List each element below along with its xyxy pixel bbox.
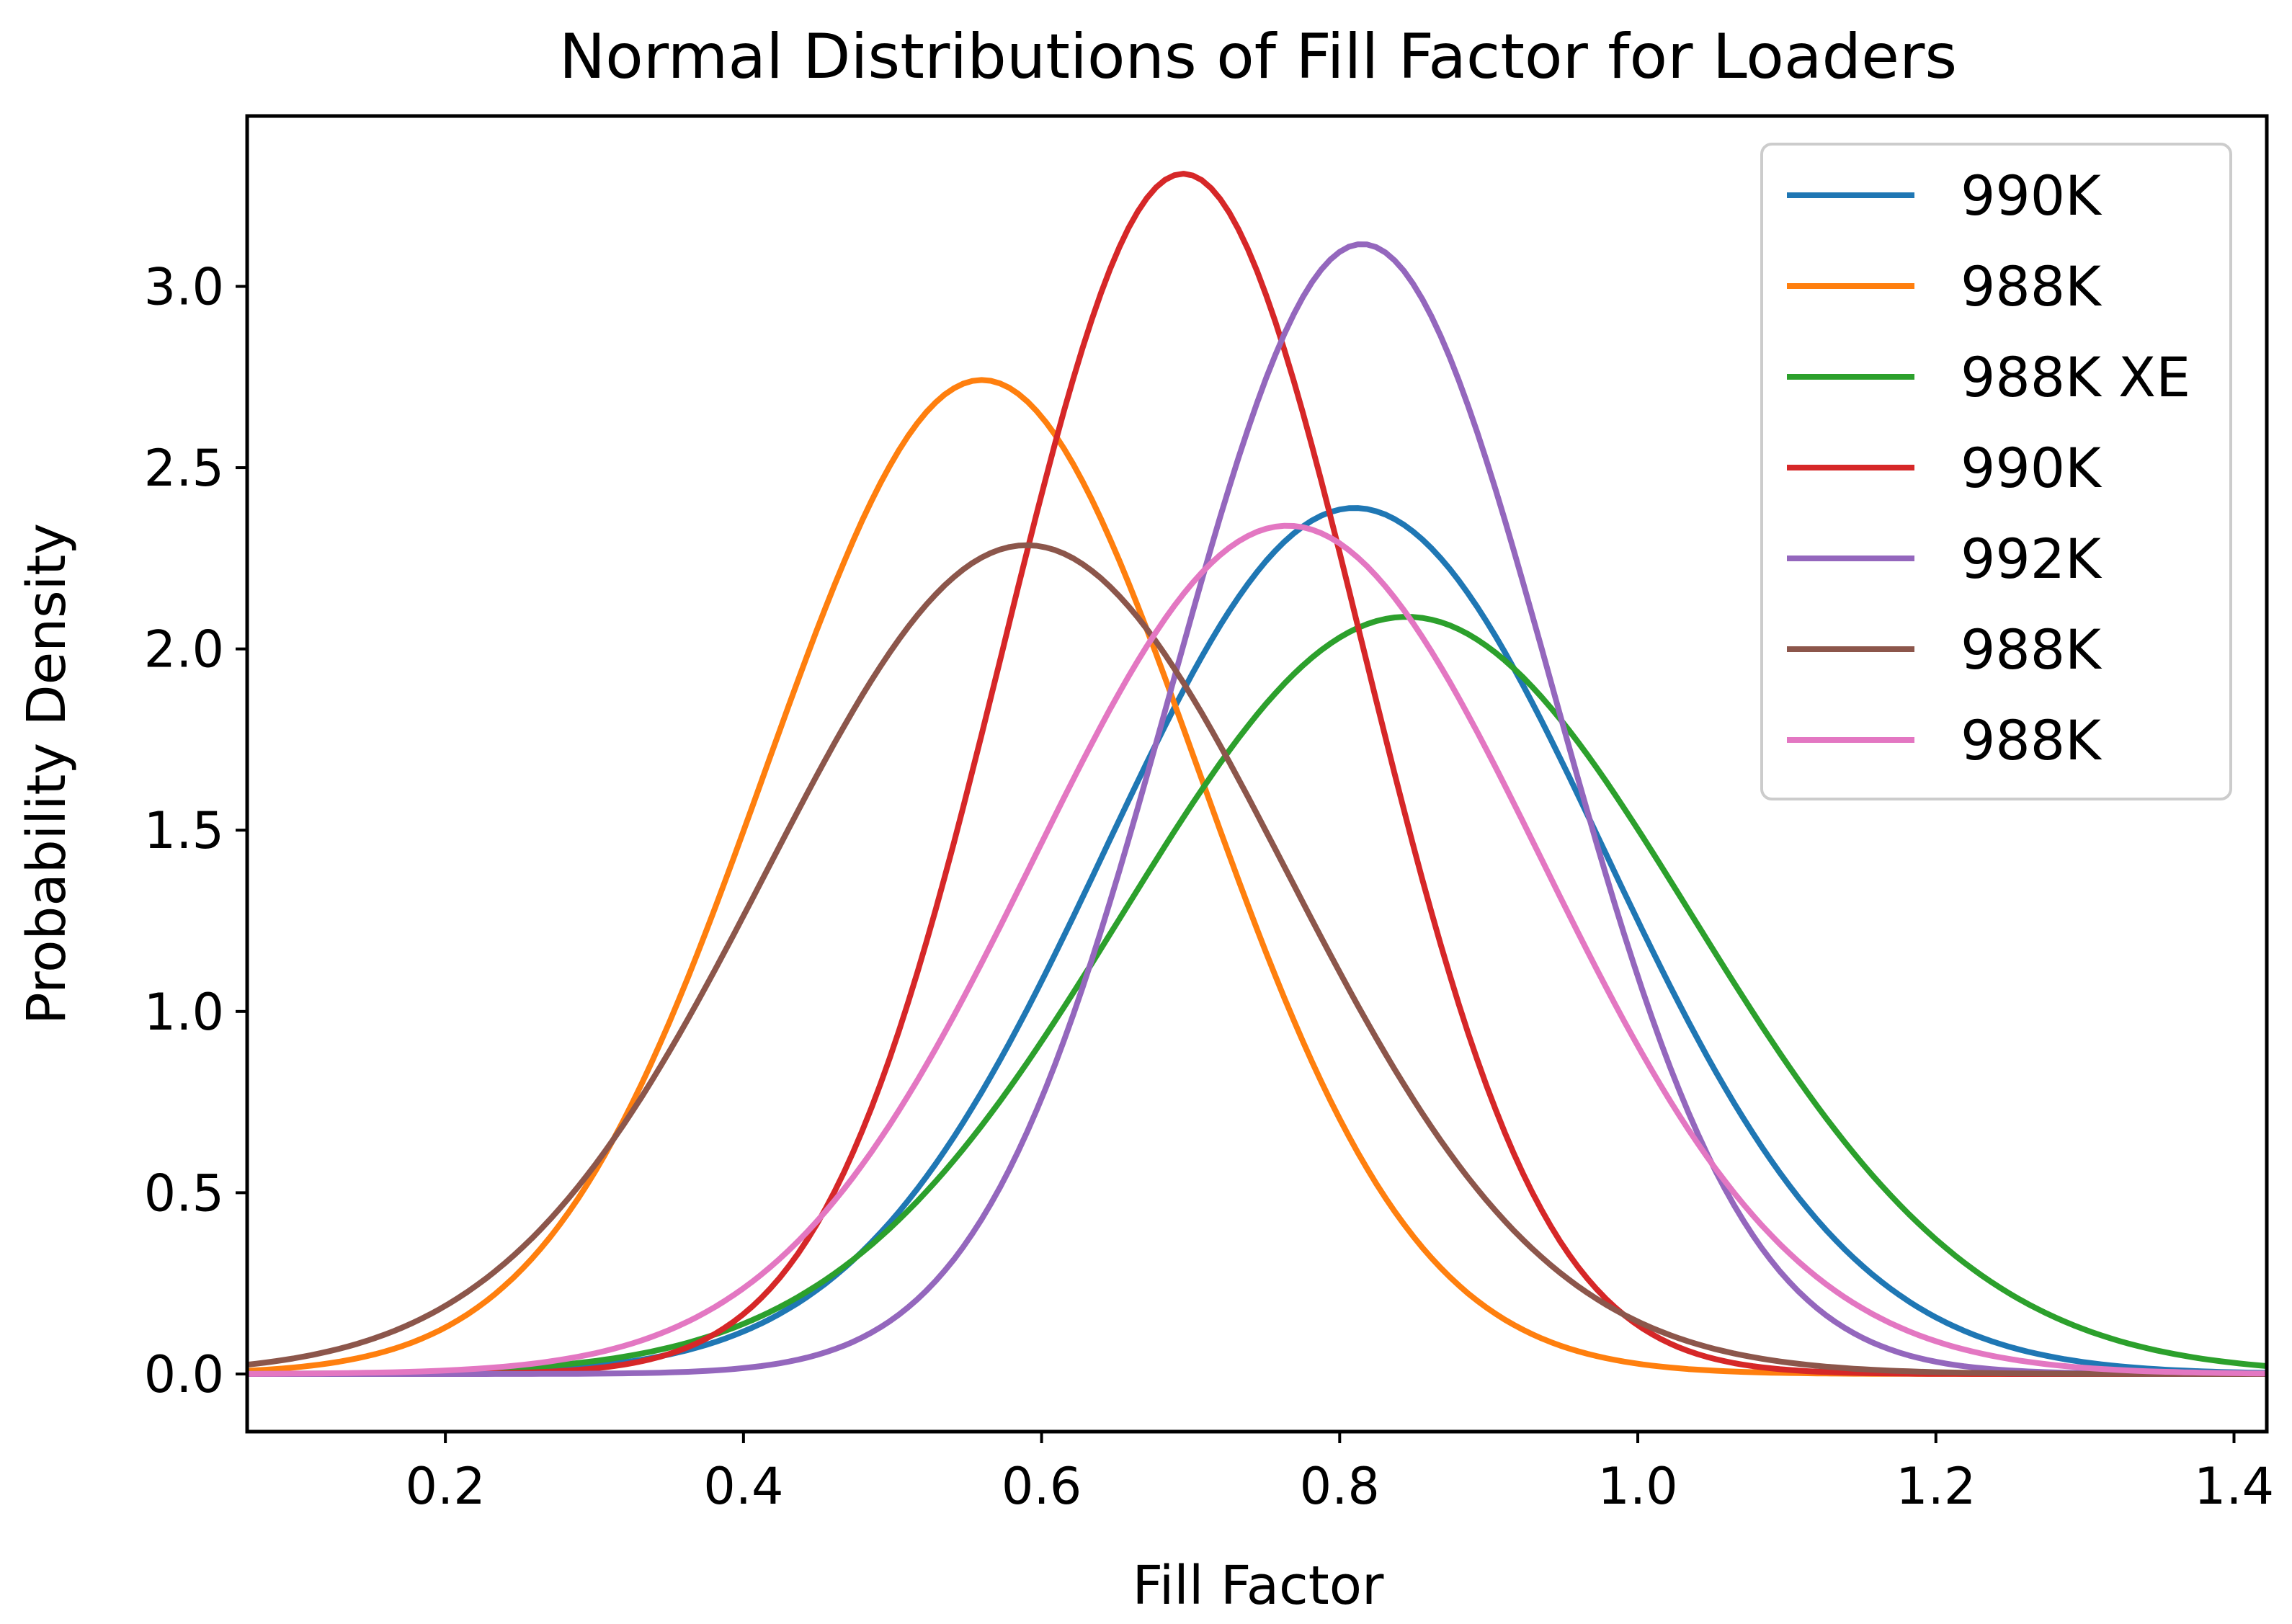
legend-label-3: 988K XE: [1961, 345, 2190, 409]
y-tick-label: 2.5: [144, 439, 224, 498]
series-line-7: [247, 522, 2267, 1377]
legend-label-5: 992K: [1961, 527, 2103, 591]
series-line-6: [247, 542, 2267, 1377]
legend-label-7: 988K: [1961, 708, 2103, 772]
x-tick-label: 0.8: [1300, 1457, 1380, 1516]
y-tick-label: 0.0: [144, 1345, 224, 1404]
x-axis-label: Fill Factor: [1133, 1555, 1384, 1617]
x-tick-label: 1.2: [1896, 1457, 1976, 1516]
y-tick-label: 3.0: [144, 257, 224, 316]
x-tick-label: 1.0: [1597, 1457, 1677, 1516]
y-tick-label: 0.5: [144, 1164, 224, 1223]
x-tick-label: 0.2: [405, 1457, 485, 1516]
axes-frame: [245, 114, 2269, 1434]
y-tick-label: 2.0: [144, 620, 224, 679]
series-line-3: [247, 614, 2267, 1377]
x-tick-label: 1.4: [2194, 1457, 2274, 1516]
legend: 990K 988K 988K XE 990K 992K 988K 988K: [1760, 143, 2232, 800]
series-layer: [247, 171, 2267, 1377]
x-tick-label: 0.4: [703, 1457, 783, 1516]
y-axis-ticks: 0.0 0.5 1.0 1.5 2.0 2.5 3.0: [144, 257, 247, 1404]
series-line-5: [247, 241, 2267, 1377]
legend-items: 990K 988K 988K XE 990K 992K 988K 988K: [1787, 164, 2190, 772]
x-axis-ticks: 0.2 0.4 0.6 0.8 1.0 1.2 1.4: [405, 1432, 2274, 1516]
legend-label-1: 990K: [1961, 164, 2103, 228]
legend-label-2: 988K: [1961, 254, 2103, 318]
x-tick-label: 0.6: [1002, 1457, 1082, 1516]
legend-label-6: 988K: [1961, 617, 2103, 682]
y-tick-label: 1.5: [144, 801, 224, 860]
y-axis-label: Probability Density: [16, 523, 78, 1025]
legend-frame: [1760, 143, 2232, 800]
legend-label-4: 990K: [1961, 436, 2103, 500]
chart-title: Normal Distributions of Fill Factor for …: [559, 21, 1957, 93]
y-tick-label: 1.0: [144, 983, 224, 1042]
